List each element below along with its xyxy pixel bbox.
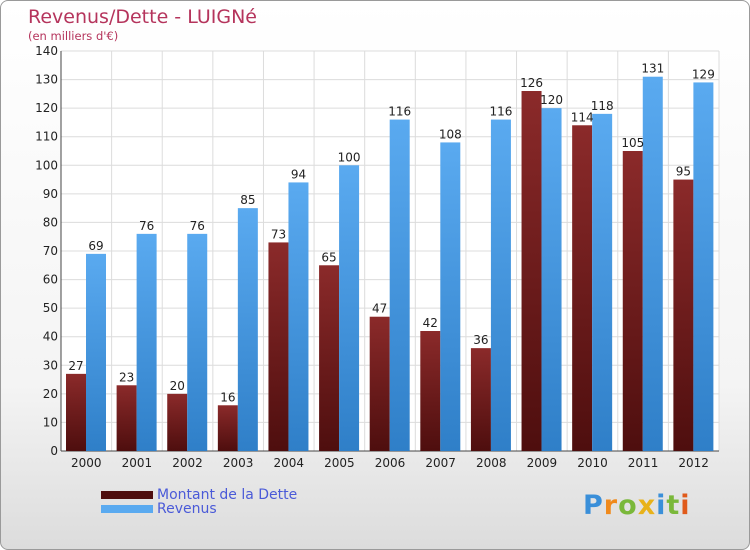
- x-tick-label: 2007: [425, 456, 456, 470]
- x-tick-label: 2003: [223, 456, 254, 470]
- y-tick-label: 70: [43, 244, 58, 258]
- data-label-debt: 16: [220, 390, 235, 404]
- logo-letter: i: [656, 490, 667, 521]
- bar-revenue: [187, 233, 208, 451]
- bar-revenue: [389, 119, 410, 452]
- data-label-revenue: 76: [139, 219, 154, 233]
- bar-debt: [217, 405, 238, 451]
- bar-revenue: [136, 233, 157, 451]
- bar-debt: [369, 316, 390, 451]
- data-label-revenue: 100: [338, 150, 361, 164]
- data-label-debt: 47: [372, 302, 387, 316]
- bar-revenue: [86, 253, 106, 451]
- legend-label-debt: Montant de la Dette: [157, 487, 298, 503]
- y-tick-label: 120: [35, 101, 58, 115]
- logo-letter: P: [583, 490, 604, 521]
- bar-debt: [622, 151, 643, 451]
- y-tick-label: 50: [43, 301, 58, 315]
- legend-item-revenue: Revenus: [101, 501, 297, 517]
- data-label-debt: 105: [621, 136, 644, 150]
- data-label-debt: 114: [571, 110, 594, 124]
- bar-revenue: [440, 142, 461, 451]
- bar-debt: [167, 393, 188, 451]
- x-tick-label: 2008: [476, 456, 507, 470]
- data-label-revenue: 131: [641, 62, 664, 76]
- bar-debt: [521, 91, 542, 451]
- x-tick-label: 2005: [324, 456, 355, 470]
- data-label-debt: 36: [473, 333, 488, 347]
- x-tick-label: 2006: [375, 456, 406, 470]
- bar-revenue: [490, 119, 511, 452]
- data-label-revenue: 118: [591, 99, 614, 113]
- x-tick-label: 2000: [71, 456, 102, 470]
- x-tick-label: 2012: [678, 456, 709, 470]
- data-label-revenue: 108: [439, 127, 462, 141]
- data-label-revenue: 116: [489, 105, 512, 119]
- bar-revenue: [288, 182, 309, 451]
- data-label-debt: 20: [170, 379, 185, 393]
- data-label-revenue: 120: [540, 93, 563, 107]
- y-tick-label: 20: [43, 387, 58, 401]
- data-label-debt: 23: [119, 370, 134, 384]
- x-tick-label: 2009: [527, 456, 558, 470]
- y-tick-label: 10: [43, 415, 58, 429]
- y-tick-label: 100: [35, 158, 58, 172]
- bar-debt: [268, 242, 289, 451]
- data-label-debt: 126: [520, 76, 543, 90]
- legend-swatch-revenue: [101, 505, 153, 513]
- y-tick-label: 30: [43, 358, 58, 372]
- logo-letter: x: [637, 490, 657, 521]
- y-tick-label: 80: [43, 215, 58, 229]
- bar-debt: [420, 331, 441, 451]
- x-tick-label: 2011: [628, 456, 659, 470]
- bar-revenue: [693, 82, 714, 451]
- y-tick-label: 60: [43, 273, 58, 287]
- data-label-debt: 73: [271, 227, 286, 241]
- bar-debt: [319, 265, 340, 451]
- legend-item-debt: Montant de la Dette: [101, 487, 298, 503]
- data-label-revenue: 116: [388, 105, 411, 119]
- data-label-debt: 42: [423, 316, 438, 330]
- data-label-revenue: 76: [190, 219, 205, 233]
- x-tick-label: 2004: [273, 456, 304, 470]
- data-label-debt: 95: [676, 165, 691, 179]
- data-label-debt: 27: [68, 359, 83, 373]
- legend-swatch-debt: [101, 491, 153, 499]
- chart-title: Revenus/Dette - LUIGNé: [28, 6, 257, 28]
- logo-letter: r: [603, 490, 619, 521]
- logo-letter: t: [666, 490, 681, 521]
- data-label-revenue: 85: [240, 193, 255, 207]
- bar-debt: [673, 179, 694, 452]
- bar-revenue: [237, 208, 258, 451]
- data-label-revenue: 94: [291, 167, 306, 181]
- bar-debt: [66, 373, 86, 451]
- bar-debt: [116, 385, 137, 451]
- bar-debt: [572, 125, 593, 452]
- bar-revenue: [339, 165, 360, 452]
- x-tick-label: 2010: [577, 456, 608, 470]
- legend-label-revenue: Revenus: [157, 501, 217, 517]
- bar-revenue: [541, 108, 562, 452]
- y-tick-label: 130: [35, 73, 58, 87]
- y-tick-label: 90: [43, 187, 58, 201]
- bar-debt: [470, 348, 491, 451]
- y-tick-label: 140: [35, 44, 58, 58]
- data-label-revenue: 129: [692, 67, 715, 81]
- y-tick-label: 110: [35, 130, 58, 144]
- y-tick-label: 40: [43, 330, 58, 344]
- y-tick-label: 0: [50, 444, 58, 458]
- data-label-debt: 65: [321, 250, 336, 264]
- chart-legend: Montant de la Dette Revenus: [101, 487, 298, 517]
- bar-revenue: [642, 76, 663, 451]
- logo-letter: i: [680, 490, 691, 521]
- proxiti-logo: Proxiti: [583, 490, 691, 521]
- logo-letter: o: [618, 490, 638, 521]
- bar-revenue: [592, 113, 613, 451]
- chart-subtitle: (en milliers d'€): [28, 29, 119, 43]
- x-tick-label: 2001: [122, 456, 153, 470]
- data-label-revenue: 69: [88, 239, 103, 253]
- x-tick-label: 2002: [172, 456, 203, 470]
